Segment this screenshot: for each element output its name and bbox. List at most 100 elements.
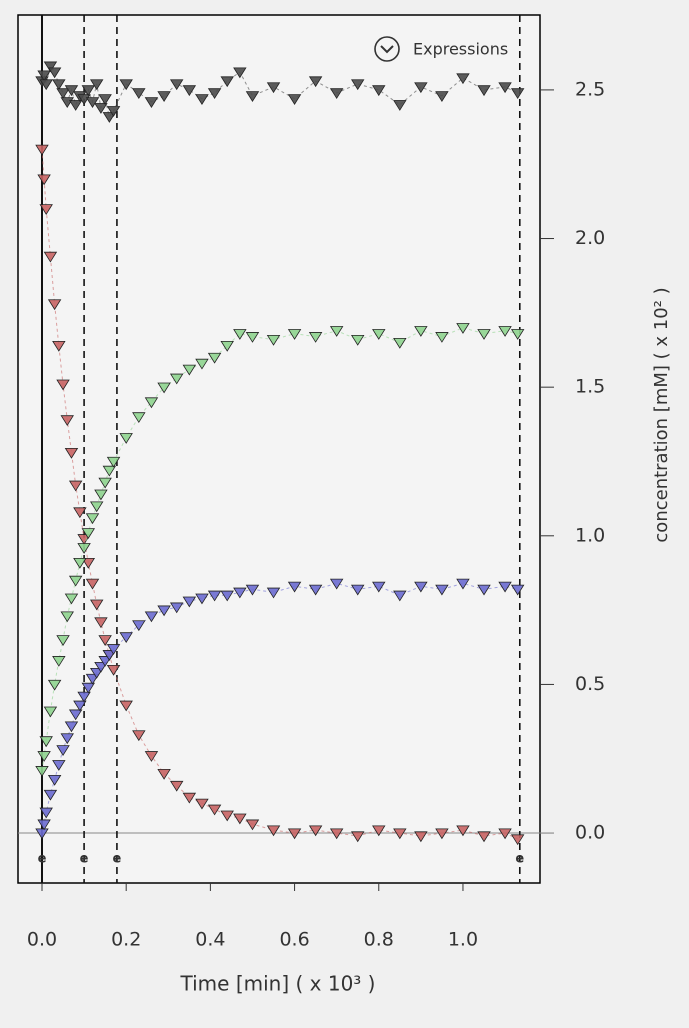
data-point — [287, 329, 302, 340]
data-point — [37, 819, 51, 831]
data-point — [287, 581, 302, 593]
data-point — [372, 581, 386, 593]
data-point — [233, 813, 247, 825]
data-point — [207, 352, 222, 364]
data-point — [106, 664, 121, 676]
data-point — [245, 584, 260, 596]
data-point — [77, 94, 91, 105]
data-point — [393, 337, 407, 349]
data-point — [169, 373, 184, 385]
data-point — [144, 97, 159, 108]
data-point — [220, 340, 234, 352]
data-point — [94, 489, 108, 501]
y-tick-label: 2.0 — [575, 227, 605, 249]
data-point — [207, 804, 222, 816]
data-point — [119, 632, 133, 644]
data-point — [456, 323, 470, 334]
data-point — [329, 326, 344, 337]
data-point — [245, 332, 260, 343]
data-point — [43, 251, 58, 263]
data-point — [195, 358, 209, 370]
data-point — [308, 76, 323, 88]
data-point — [414, 326, 428, 337]
data-point — [81, 557, 96, 569]
data-point — [47, 299, 62, 311]
data-point — [39, 204, 53, 215]
y-tick-label: 1.0 — [575, 524, 605, 546]
data-point — [52, 340, 66, 352]
data-point — [329, 88, 344, 100]
data-point — [456, 73, 470, 85]
event-label: e — [515, 852, 524, 867]
data-point — [207, 88, 222, 100]
data-point — [220, 810, 234, 822]
data-point — [37, 70, 51, 82]
data-point — [94, 103, 108, 114]
data-point — [56, 745, 70, 756]
data-point — [85, 97, 100, 108]
data-point — [144, 611, 159, 623]
chevron-icon[interactable] — [374, 36, 400, 62]
data-point — [132, 730, 146, 742]
chevron[interactable] — [380, 45, 394, 54]
data-point — [393, 100, 407, 111]
event-label: e — [113, 852, 122, 867]
y-tick-label: 2.5 — [575, 78, 605, 100]
data-point — [39, 736, 53, 748]
expressions-label[interactable]: Expressions — [413, 40, 508, 59]
data-point — [102, 465, 117, 477]
data-point — [329, 828, 344, 840]
x-tick-label: 0.6 — [279, 929, 309, 951]
data-point — [350, 584, 365, 596]
data-point — [64, 447, 79, 459]
data-point — [510, 584, 525, 596]
data-point — [182, 364, 197, 376]
data-point — [56, 379, 70, 391]
data-point — [477, 584, 491, 596]
data-point — [68, 480, 83, 492]
data-point — [414, 581, 428, 593]
data-point — [132, 88, 146, 100]
data-point — [77, 543, 91, 554]
data-point — [372, 825, 386, 837]
data-point — [98, 635, 112, 646]
data-point — [60, 415, 74, 427]
data-point — [157, 769, 171, 780]
expressions-button[interactable]: Expressions — [374, 36, 508, 62]
data-point — [435, 91, 449, 103]
data-point — [287, 94, 302, 105]
data-point — [329, 578, 344, 590]
data-point — [119, 700, 133, 712]
data-point — [510, 88, 525, 100]
data-point — [195, 593, 209, 605]
data-point — [106, 106, 121, 117]
data-point — [182, 792, 197, 804]
data-point — [477, 85, 491, 97]
data-point — [245, 819, 260, 831]
data-point — [266, 587, 281, 599]
data-point — [73, 557, 87, 569]
data-point — [195, 798, 209, 810]
data-point — [77, 691, 91, 703]
data-point — [64, 85, 79, 97]
y-axis-label: concentration [mM] ( x 10² ) — [651, 287, 672, 542]
data-point — [266, 82, 281, 94]
data-point — [477, 329, 491, 340]
data-point — [456, 578, 470, 590]
data-point — [266, 825, 281, 837]
data-point — [233, 329, 247, 340]
data-point — [393, 828, 407, 840]
data-point — [414, 831, 428, 843]
data-point — [350, 79, 365, 91]
data-point — [414, 82, 428, 94]
x-tick-label: 0.2 — [111, 929, 141, 951]
data-point — [245, 91, 260, 103]
data-point — [39, 79, 53, 91]
data-point — [47, 679, 62, 691]
data-point — [89, 599, 104, 611]
data-point — [157, 382, 171, 394]
data-point — [56, 635, 70, 646]
data-point — [119, 79, 133, 91]
